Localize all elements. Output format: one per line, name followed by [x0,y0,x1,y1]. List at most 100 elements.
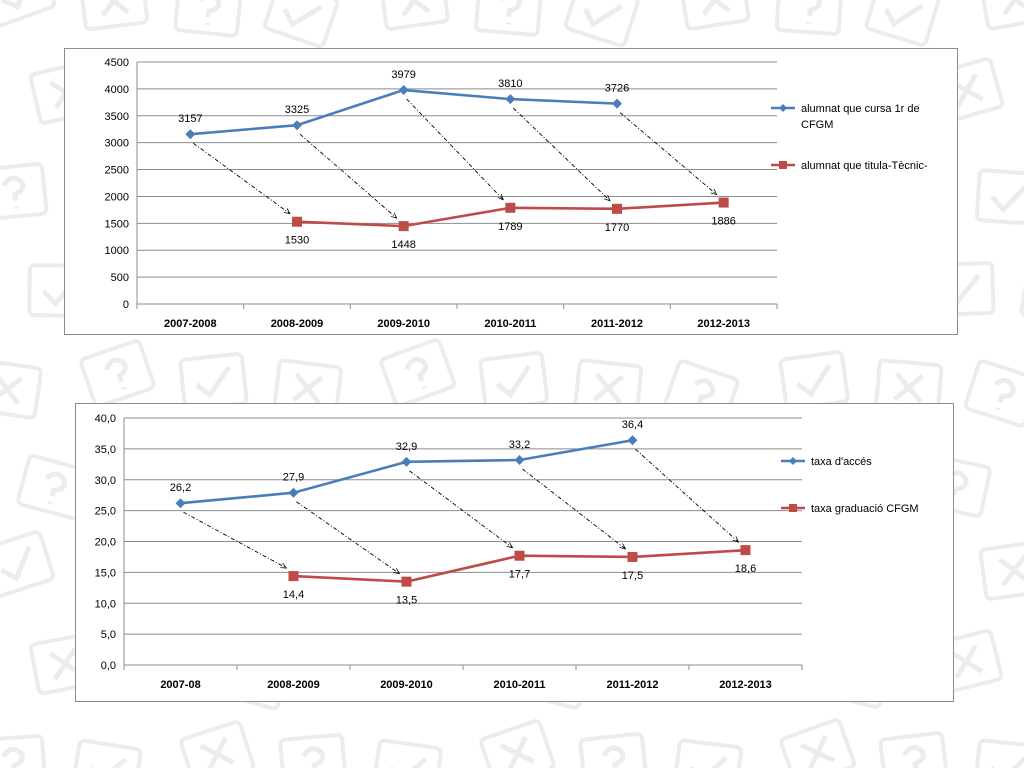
y-tick-label: 40,0 [95,413,116,425]
y-tick-label: 1000 [105,245,129,257]
watermark-card [478,351,550,412]
y-tick-label: 3000 [105,138,129,150]
data-point-marker [185,129,196,140]
watermark-card [974,168,1024,226]
watermark-card [878,731,950,768]
data-label: 13,5 [396,595,417,607]
watermark-card [263,0,340,49]
x-tick-label: 2007-2008 [164,318,217,330]
data-label: 17,7 [509,569,530,581]
watermark-card [79,339,156,408]
y-tick-label: 5,0 [101,629,116,641]
watermark-card [774,0,844,36]
legend-marker [779,161,787,169]
data-point-marker [740,545,751,556]
watermark-card [978,540,1024,601]
y-tick-label: 4500 [105,57,129,69]
series-line-1 [190,88,618,136]
watermark-card [678,0,751,31]
y-tick-label: 4000 [105,84,129,96]
data-point-marker [288,571,299,582]
watermark-card [178,352,249,412]
watermark-card [378,0,450,31]
x-tick-label: 2011-2012 [591,318,643,330]
watermark-card [973,738,1024,768]
watermark-card [672,738,743,768]
data-point-marker [292,120,302,131]
legend-label: CFGM [801,119,833,131]
data-point-marker [505,94,516,105]
data-label: 17,5 [622,570,643,582]
data-point-marker [398,85,409,96]
transition-arrow [296,501,400,574]
transition-arrow [522,468,626,549]
data-point-marker [627,551,638,562]
x-tick-label: 2011-2012 [607,679,659,691]
x-tick-label: 2010-2011 [484,318,536,330]
watermark-card [963,359,1024,428]
data-point-marker [398,221,409,232]
y-tick-label: 0,0 [101,660,116,672]
legend-marker [789,457,797,465]
watermark-card [78,0,150,32]
data-label: 26,2 [170,482,191,494]
watermark-card [379,338,456,408]
x-tick-label: 2008-2009 [271,318,324,330]
data-label: 3979 [391,69,415,81]
data-label: 1530 [285,235,309,247]
x-tick-label: 2012-2013 [719,679,772,691]
y-tick-label: 10,0 [95,598,116,610]
chart-1-svg: 0 500 1000 1500 2000 2500 3000 3500 4000 4500 2007… [105,57,928,330]
watermark-card [479,719,556,768]
legend-label: taxa graduació CFGM [811,503,919,515]
transition-arrow [183,511,287,568]
y-tick-label: 35,0 [95,444,116,456]
y-tick-label: 20,0 [95,537,116,549]
y-tick-label: 2000 [105,191,129,203]
watermark-card [779,718,856,768]
watermark-card [0,734,48,768]
watermark-card [1019,263,1024,328]
transition-arrow [619,112,717,195]
data-label: 3726 [605,83,629,95]
data-label: 1770 [605,222,629,234]
watermark-card [0,162,49,222]
watermark-card [864,0,941,47]
data-label: 3157 [178,113,202,125]
watermark-card [70,738,143,768]
data-point-marker [401,456,412,467]
transition-arrow [406,98,504,200]
data-label: 32,9 [396,441,417,453]
x-tick-label: 2012-2013 [697,318,750,330]
chart-access-vs-graduation-rate: 0,0 5,0 10,0 15,0 20,0 25,0 30,0 35,0 40,0 2007-0… [75,403,954,702]
data-point-marker [505,202,516,213]
watermark-card [173,0,244,38]
watermark-card [778,350,850,411]
y-tick-label: 30,0 [95,475,116,487]
y-tick-label: 15,0 [95,567,116,579]
data-label: 1886 [711,216,735,228]
data-point-marker [514,550,525,561]
data-label: 3325 [285,104,309,116]
y-tick-label: 1500 [105,218,129,230]
x-tick-label: 2007-08 [160,679,200,691]
watermark-card [978,0,1024,31]
chart-enrolment-vs-graduates: 0 500 1000 1500 2000 2500 3000 3500 4000 4500 2007… [64,48,958,335]
watermark-card [0,358,43,420]
data-label: 36,4 [622,419,643,431]
transition-arrow [513,107,610,201]
chart-2-svg: 0,0 5,0 10,0 15,0 20,0 25,0 30,0 35,0 40,0 2007-0… [95,413,919,691]
x-tick-label: 2009-2010 [380,679,433,691]
legend-label: taxa d'accés [811,456,872,468]
data-label: 1789 [498,221,522,233]
transition-arrow [299,133,397,218]
watermark-card [0,530,56,599]
data-point-marker [627,435,638,446]
y-tick-label: 0 [123,299,129,311]
watermark-card [563,0,640,48]
y-tick-label: 500 [111,272,129,284]
watermark-card [179,720,256,768]
data-point-marker [288,487,299,498]
y-tick-label: 3500 [105,111,129,123]
data-point-marker [612,203,622,214]
